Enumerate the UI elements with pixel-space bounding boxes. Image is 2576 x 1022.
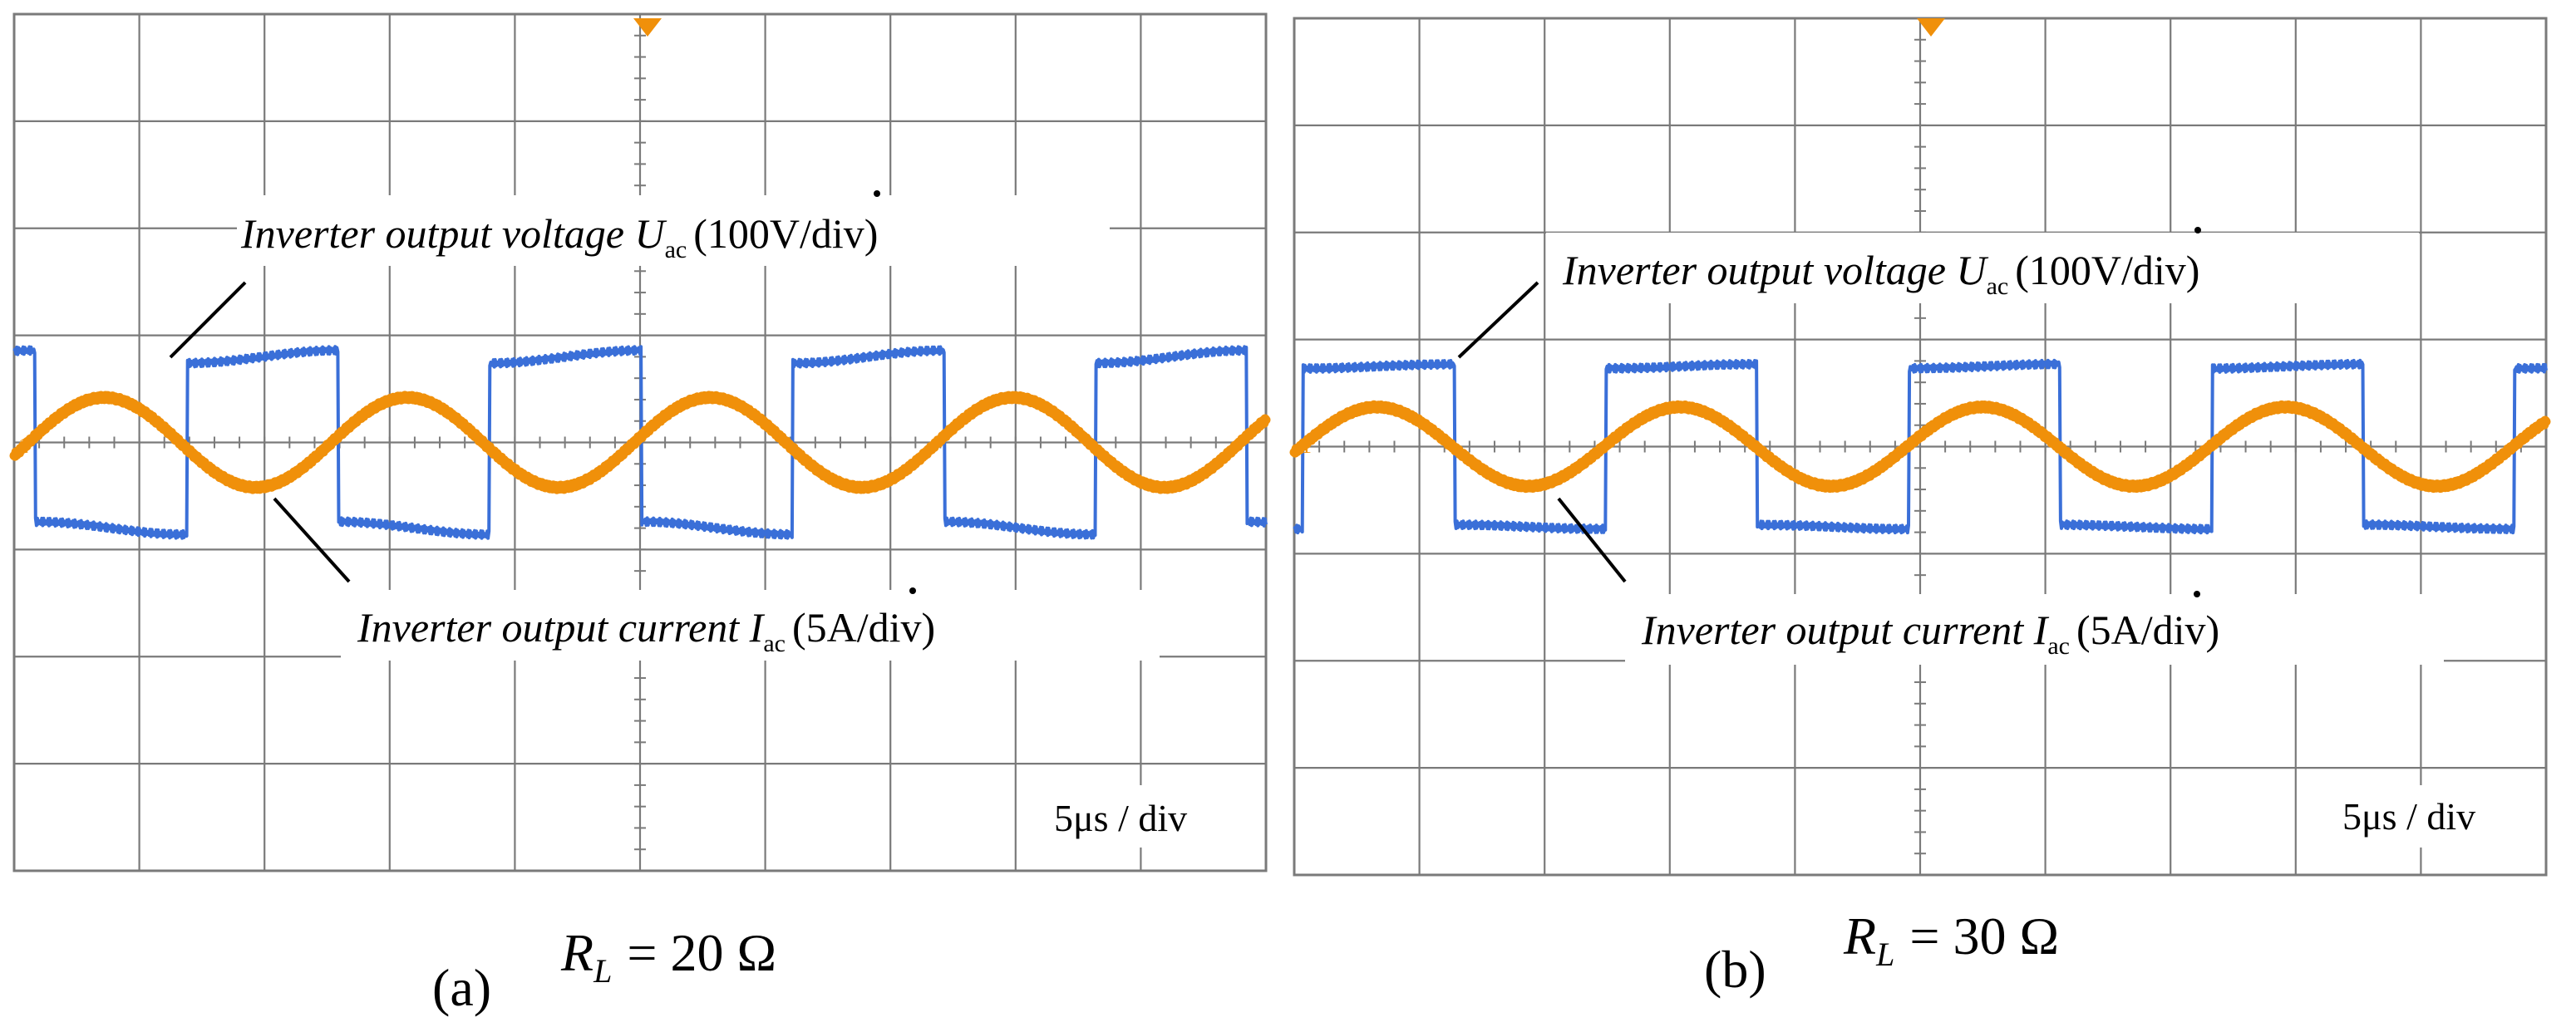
voltage-trace xyxy=(1293,358,2548,535)
svg-text:Inverter output voltage Uac(10: Inverter output voltage Uac (100V/div) xyxy=(240,210,878,263)
scope-traces xyxy=(1289,358,2551,535)
svg-text:(b): (b) xyxy=(1704,940,1766,999)
current-annotation: Inverter output current Iac (5A/div) xyxy=(341,587,1160,661)
svg-text:RL= 30 Ω: RL = 30 Ω xyxy=(1843,907,2059,973)
voltage-annotation-text: Inverter output voltage xyxy=(240,210,635,257)
current-annotation: Inverter output current Iac (5A/div) xyxy=(1625,591,2444,665)
current-trace xyxy=(1289,400,2551,494)
current-symbol: I xyxy=(2033,607,2050,653)
svg-text:Inverter output current Iac(5A: Inverter output current Iac (5A/div) xyxy=(1641,607,2219,660)
voltage-subscript: ac xyxy=(665,236,687,263)
current-subscript: ac xyxy=(763,630,786,657)
current-subscript: ac xyxy=(2047,632,2070,660)
voltage-trace xyxy=(12,345,1268,540)
trigger-marker-icon xyxy=(633,18,662,37)
voltage-symbol: U xyxy=(635,210,667,257)
current-scale: (5A/div) xyxy=(2076,607,2219,653)
load-subscript: L xyxy=(593,952,612,990)
svg-text:RL= 20 Ω: RL = 20 Ω xyxy=(560,923,776,990)
channel-1-marker: 1 xyxy=(1301,434,1312,458)
svg-text:Inverter output voltage Uac(10: Inverter output voltage Uac (100V/div) xyxy=(1562,247,2199,300)
channel-1-marker: 1 xyxy=(18,434,29,458)
voltage-leader-line xyxy=(1457,281,1539,359)
current-annotation-text: Inverter output current xyxy=(1641,607,2034,653)
svg-text:(a): (a) xyxy=(432,958,491,1017)
load-value: = 30 Ω xyxy=(1909,907,2059,965)
phasor-dot xyxy=(2194,227,2201,233)
trigger-marker-icon xyxy=(1917,18,1945,37)
voltage-annotation: Inverter output voltage Uac (100V/div) xyxy=(237,190,1110,266)
svg-text:Inverter output current Iac(5A: Inverter output current Iac (5A/div) xyxy=(357,604,935,657)
scope-panel-b: Inverter output voltage Uac (100V/div) In… xyxy=(1289,17,2551,999)
current-leader-line xyxy=(273,497,351,583)
load-subscript: L xyxy=(1875,936,1894,973)
voltage-scale: (100V/div) xyxy=(2015,247,2199,293)
current-scale: (5A/div) xyxy=(792,604,935,651)
load-symbol: R xyxy=(560,923,594,982)
voltage-subscript: ac xyxy=(1987,273,2009,300)
voltage-annotation: Inverter output voltage Uac (100V/div) xyxy=(1546,227,2419,303)
scope-grid xyxy=(1293,17,2547,876)
phasor-dot xyxy=(874,190,880,197)
current-leader-line xyxy=(1557,497,1627,583)
current-symbol: I xyxy=(749,604,766,651)
voltage-annotation-text: Inverter output voltage xyxy=(1562,247,1957,293)
load-value: = 20 Ω xyxy=(627,923,776,982)
phasor-dot xyxy=(2194,591,2200,597)
voltage-scale: (100V/div) xyxy=(693,210,878,257)
scope-traces xyxy=(9,345,1271,540)
voltage-leader-line xyxy=(169,281,247,359)
load-symbol: R xyxy=(1843,907,1876,965)
panel-label: (a) xyxy=(432,958,491,1017)
voltage-symbol: U xyxy=(1957,247,1989,293)
timebase-label: 5μs / div xyxy=(2342,795,2475,838)
panel-label: (b) xyxy=(1704,940,1766,999)
current-annotation-text: Inverter output current xyxy=(357,604,750,651)
scope-panel-a: Inverter output voltage Uac (100V/div) In… xyxy=(9,12,1271,1017)
phasor-dot xyxy=(909,587,916,594)
timebase-label: 5μs / div xyxy=(1054,797,1187,839)
current-trace xyxy=(9,391,1271,494)
